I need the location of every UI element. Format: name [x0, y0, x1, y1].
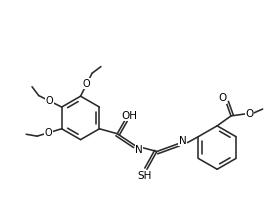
Text: N: N [179, 136, 186, 146]
Text: O: O [45, 128, 52, 138]
Text: O: O [218, 93, 226, 103]
Text: O: O [46, 96, 53, 106]
Text: O: O [83, 79, 90, 89]
Text: O: O [246, 109, 254, 119]
Text: SH: SH [138, 171, 152, 181]
Text: OH: OH [121, 111, 137, 121]
Text: N: N [135, 145, 143, 155]
